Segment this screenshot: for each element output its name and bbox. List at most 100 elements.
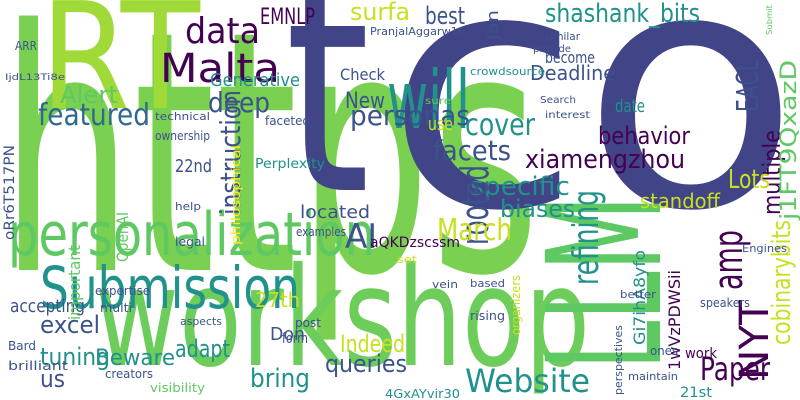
word: us xyxy=(40,365,65,393)
word: data xyxy=(185,11,260,52)
word: shashank_bits xyxy=(545,0,700,29)
word: Engines xyxy=(742,242,787,255)
word: NYT xyxy=(732,299,778,380)
word: Jan xyxy=(483,10,502,41)
word: Submit xyxy=(765,5,774,35)
word: Search xyxy=(540,95,576,106)
word: Indeed xyxy=(340,330,405,358)
word: cover xyxy=(465,108,536,143)
word: ones xyxy=(650,344,678,358)
word: brilliant xyxy=(8,359,68,373)
word: date xyxy=(615,96,645,117)
word: Deadline xyxy=(530,61,615,85)
word: j1FT9QxazD xyxy=(777,60,800,221)
word: organizers xyxy=(509,275,523,335)
word: AI xyxy=(345,217,377,257)
word: crowdsource xyxy=(470,65,545,78)
word: Malta xyxy=(160,46,280,92)
word: Beware xyxy=(95,346,175,371)
word: legal xyxy=(175,235,205,249)
word: work xyxy=(685,346,718,362)
word: behavior xyxy=(598,122,690,150)
word: refining xyxy=(566,190,607,285)
word: adapt xyxy=(175,335,230,363)
word: accepting xyxy=(10,296,85,317)
word: EMNLP xyxy=(260,5,315,30)
word: better xyxy=(620,288,657,301)
word: technical xyxy=(155,110,210,123)
word: EACL xyxy=(731,60,766,112)
word: aspects xyxy=(180,315,222,328)
word: 27th xyxy=(255,288,300,312)
word: expertise xyxy=(95,284,150,298)
word: deep xyxy=(208,86,270,119)
word: post xyxy=(295,316,321,330)
word: rising xyxy=(470,309,505,323)
word: Submission xyxy=(40,254,300,322)
word: RT xyxy=(40,0,201,143)
word: amp xyxy=(706,230,752,290)
word: help xyxy=(175,200,201,213)
word: tuning xyxy=(40,343,110,371)
word: visibility xyxy=(150,381,205,395)
word: faceted xyxy=(265,114,310,128)
word: specific xyxy=(470,172,570,202)
word: Gi7ihA8yfo xyxy=(630,250,649,345)
word: similar xyxy=(545,30,580,43)
word: Website xyxy=(465,362,590,400)
word: ARR xyxy=(15,39,37,53)
word: featured xyxy=(38,98,150,133)
word: oRr6T517PN xyxy=(2,145,18,240)
word: multi xyxy=(100,301,132,315)
word: surfa xyxy=(350,0,410,26)
word: bring xyxy=(250,364,310,394)
word: 22nd xyxy=(175,156,212,177)
word: https xyxy=(0,0,540,350)
word: based xyxy=(470,277,505,290)
word: set xyxy=(397,253,418,266)
word: queries xyxy=(325,350,407,378)
word: Bard xyxy=(8,339,36,353)
word: personas xyxy=(350,99,470,132)
word: xiamengzhou xyxy=(525,145,685,175)
word: excel xyxy=(40,311,100,339)
word: t xyxy=(285,0,370,261)
word: facets xyxy=(433,134,511,167)
word: New xyxy=(345,89,385,114)
word: will xyxy=(387,54,470,147)
word: form xyxy=(282,331,308,347)
word: co xyxy=(385,0,800,283)
word: best xyxy=(425,2,465,30)
word: standoff xyxy=(640,189,721,213)
word: aQKDzscssm xyxy=(370,235,460,251)
word: OpenAI xyxy=(113,212,132,262)
word: become xyxy=(545,48,595,67)
word: examples xyxy=(296,225,346,239)
word: workshop xyxy=(95,239,590,398)
word: Alert xyxy=(60,81,118,109)
word: instruction xyxy=(214,90,247,215)
word: Perplexity xyxy=(255,157,325,172)
word: perspectives xyxy=(612,325,625,395)
word: Don xyxy=(270,324,305,345)
word: vein xyxy=(432,278,458,291)
word: located xyxy=(300,202,370,223)
word: biases xyxy=(500,195,575,223)
word: interest xyxy=(545,110,590,121)
word: Lots xyxy=(728,165,770,195)
word: cobinarybits xyxy=(767,220,797,345)
word: 1wVzPDWSii xyxy=(665,270,684,370)
word: LLM xyxy=(514,195,698,370)
word: sure xyxy=(425,96,451,107)
word: 21st xyxy=(680,385,713,400)
word: March xyxy=(437,213,512,248)
word: Paper xyxy=(700,350,771,388)
word: provide xyxy=(533,44,571,55)
word: multiple xyxy=(758,130,786,215)
word: ownership xyxy=(155,129,210,143)
word: Check xyxy=(340,65,386,84)
word: use xyxy=(428,114,453,135)
word: IjdL13Ti8e xyxy=(5,73,66,83)
